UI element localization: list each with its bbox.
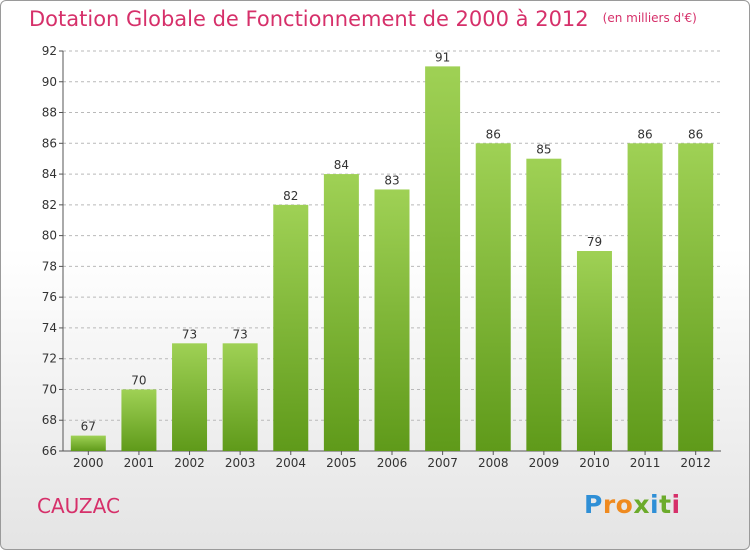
y-tick-label: 82 [42,198,57,212]
bar-value-label: 67 [81,420,96,434]
logo-letter: i [671,490,681,519]
bar-value-label: 91 [435,50,450,64]
bar [323,174,359,452]
bar [475,143,511,452]
bar [526,158,562,451]
bar [121,389,157,451]
bar [425,66,461,451]
bar-value-label: 73 [233,327,248,341]
bar-value-label: 85 [536,143,551,157]
y-tick-label: 76 [42,290,57,304]
chart-unit: (en milliers d'€) [602,11,697,25]
commune-name: CAUZAC [37,494,120,518]
y-tick-label: 70 [42,382,57,396]
bar [627,143,663,452]
y-tick-label: 68 [42,413,57,427]
chart-title: Dotation Globale de Fonctionnement de 20… [29,7,697,31]
bar [222,343,258,451]
bar-value-label: 86 [688,127,703,141]
y-tick-label: 72 [42,352,57,366]
y-tick-label: 66 [42,444,57,458]
x-tick-label: 2004 [275,456,306,470]
x-tick-label: 2001 [124,456,155,470]
x-tick-label: 2011 [630,456,661,470]
y-tick-label: 74 [42,321,57,335]
x-tick-label: 2007 [427,456,458,470]
bar [273,204,309,451]
x-tick-label: 2012 [680,456,711,470]
bar [678,143,714,452]
logo-letter: o [615,490,634,519]
logo-letter: P [584,490,603,519]
logo-letter: t [659,490,672,519]
bar-value-label: 79 [587,235,602,249]
logo-letter: x [633,490,650,519]
x-tick-label: 2010 [579,456,610,470]
y-tick-label: 90 [42,75,57,89]
x-tick-label: 2000 [73,456,104,470]
bar-value-label: 86 [637,127,652,141]
proxiti-logo: Proxiti [584,490,681,519]
y-tick-label: 92 [42,44,57,58]
bar-value-label: 83 [384,173,399,187]
y-tick-label: 84 [42,167,57,181]
bar [172,343,208,451]
x-tick-label: 2009 [529,456,560,470]
x-tick-label: 2002 [174,456,205,470]
bar-value-label: 70 [131,373,146,387]
y-tick-label: 88 [42,106,57,120]
y-tick-label: 86 [42,136,57,150]
logo-letter: r [602,490,616,519]
bar [576,251,612,451]
bar-value-label: 86 [486,127,501,141]
y-tick-label: 80 [42,229,57,243]
x-tick-label: 2008 [478,456,509,470]
logo-letter: i [650,490,660,519]
chart-title-text: Dotation Globale de Fonctionnement de 20… [29,7,589,31]
bar-value-label: 82 [283,189,298,203]
x-tick-label: 2003 [225,456,256,470]
bar [70,435,106,451]
y-tick-label: 78 [42,259,57,273]
x-tick-label: 2006 [377,456,408,470]
bar-value-label: 84 [334,158,349,172]
x-tick-label: 2005 [326,456,357,470]
bar [374,189,410,451]
bar-value-label: 73 [182,327,197,341]
